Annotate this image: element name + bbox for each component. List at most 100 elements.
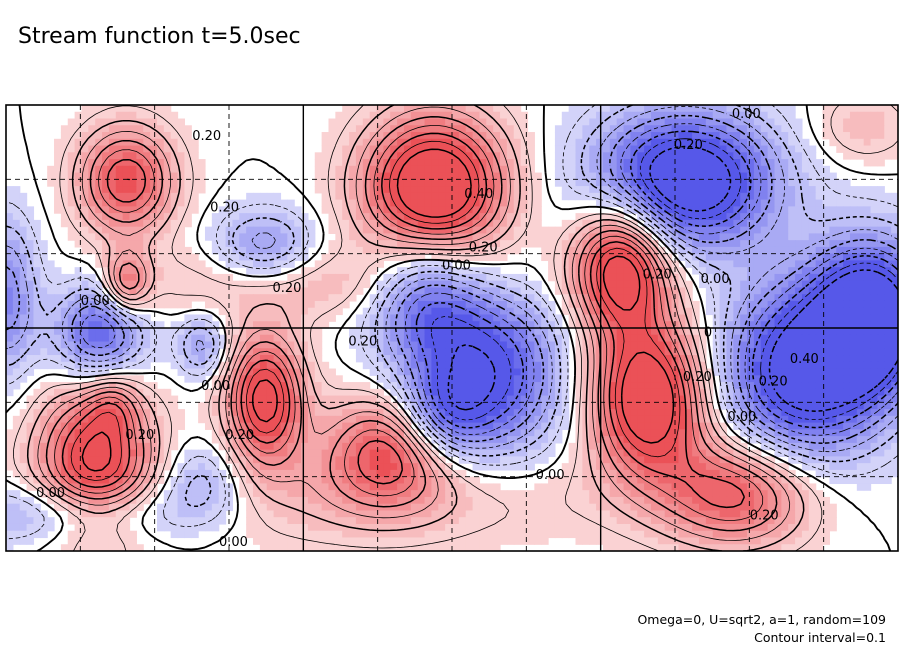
- field-cell: [849, 132, 858, 140]
- field-cell: [369, 213, 378, 221]
- field-cell: [67, 199, 76, 207]
- field-cell: [719, 267, 728, 275]
- field-cell: [355, 260, 364, 268]
- field-cell: [630, 165, 638, 174]
- field-cell: [397, 375, 405, 383]
- field-cell: [129, 388, 137, 397]
- field-cell: [733, 145, 741, 153]
- field-cell: [685, 172, 693, 180]
- field-cell: [822, 186, 830, 194]
- field-cell: [307, 382, 316, 390]
- field-cell: [397, 186, 405, 194]
- field-cell: [541, 375, 549, 383]
- field-cell: [575, 287, 583, 295]
- field-cell: [849, 152, 858, 160]
- field-cell: [211, 240, 220, 248]
- field-cell: [225, 260, 234, 268]
- field-cell: [699, 240, 707, 248]
- field-cell: [808, 240, 817, 248]
- field-cell: [712, 199, 721, 207]
- field-cell: [808, 355, 817, 363]
- field-cell: [204, 294, 213, 302]
- field-cell: [458, 280, 467, 289]
- field-cell: [699, 280, 707, 289]
- field-cell: [115, 307, 124, 316]
- field-cell: [801, 395, 810, 403]
- field-cell: [712, 159, 721, 167]
- field-cell: [561, 260, 570, 268]
- field-cell: [12, 267, 21, 275]
- field-cell: [452, 226, 460, 234]
- field-cell: [602, 321, 611, 329]
- field-cell: [788, 226, 796, 234]
- field-cell: [122, 300, 131, 309]
- field-cell: [856, 240, 865, 248]
- field-cell: [678, 334, 686, 343]
- field-cell: [808, 361, 817, 370]
- field-cell: [204, 334, 213, 343]
- field-cell: [685, 368, 693, 376]
- field-cell: [390, 172, 398, 180]
- field-cell: [129, 355, 137, 363]
- field-cell: [355, 348, 364, 356]
- field-cell: [561, 246, 570, 255]
- field-cell: [891, 132, 898, 140]
- field-cell: [747, 226, 755, 234]
- field-cell: [253, 192, 261, 201]
- field-cell: [829, 192, 837, 201]
- field-cell: [767, 145, 776, 153]
- field-cell: [685, 294, 693, 302]
- field-cell: [191, 253, 199, 262]
- field-cell: [33, 307, 41, 316]
- field-cell: [644, 233, 652, 241]
- field-cell: [266, 402, 275, 410]
- field-cell: [760, 105, 769, 113]
- field-cell: [692, 172, 700, 180]
- field-cell: [609, 382, 618, 390]
- field-cell: [664, 240, 673, 248]
- field-cell: [493, 172, 501, 180]
- field-cell: [657, 395, 666, 403]
- field-cell: [239, 287, 247, 295]
- field-cell: [417, 246, 426, 255]
- field-cell: [747, 314, 755, 322]
- field-cell: [143, 213, 151, 221]
- field-cell: [424, 348, 433, 356]
- field-cell: [424, 260, 433, 268]
- field-cell: [575, 382, 583, 390]
- field-cell: [81, 145, 89, 153]
- field-cell: [465, 368, 474, 376]
- field-cell: [184, 152, 192, 160]
- field-cell: [664, 402, 673, 410]
- field-cell: [801, 246, 810, 255]
- field-cell: [513, 355, 522, 363]
- field-cell: [403, 199, 412, 207]
- field-cell: [664, 395, 673, 403]
- field-cell: [747, 307, 755, 316]
- field-cell: [198, 159, 206, 167]
- field-cell: [246, 375, 254, 383]
- field-cell: [266, 314, 275, 322]
- field-cell: [884, 294, 892, 302]
- field-cell: [548, 348, 556, 356]
- field-cell: [884, 152, 892, 160]
- field-cell: [554, 395, 563, 403]
- field-cell: [596, 382, 604, 390]
- field-cell: [376, 118, 384, 126]
- field-cell: [705, 368, 714, 376]
- field-cell: [472, 165, 481, 174]
- field-cell: [815, 159, 824, 167]
- field-cell: [795, 192, 803, 201]
- field-cell: [403, 321, 412, 329]
- field-cell: [815, 287, 824, 295]
- field-cell: [472, 368, 481, 376]
- field-cell: [685, 159, 693, 167]
- field-cell: [513, 213, 522, 221]
- field-cell: [417, 348, 426, 356]
- field-cell: [60, 300, 69, 309]
- field-cell: [685, 138, 693, 147]
- field-cell: [699, 179, 707, 187]
- field-cell: [479, 300, 487, 309]
- field-cell: [452, 300, 460, 309]
- field-cell: [88, 226, 96, 234]
